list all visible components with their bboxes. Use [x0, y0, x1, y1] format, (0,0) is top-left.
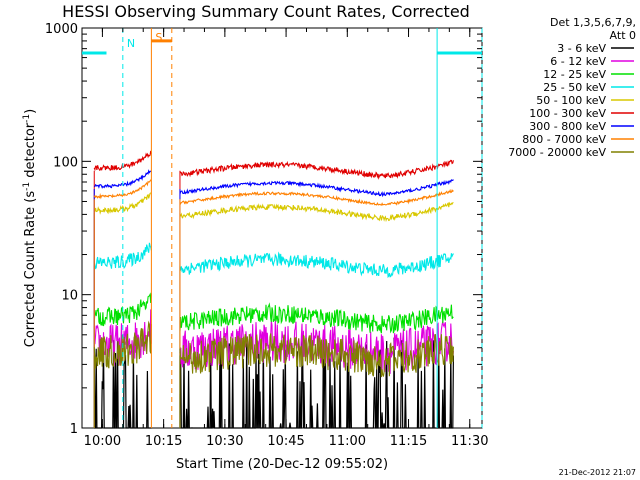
x-tick-label: 10:45: [267, 434, 304, 449]
y-axis-label-main: Corrected Count Rate (s: [23, 191, 38, 348]
legend-label: 7000 - 20000 keV: [508, 146, 606, 159]
legend-header-line2: Att 0: [610, 29, 636, 42]
x-tick-label: 10:30: [206, 434, 243, 449]
legend-label: 800 - 7000 keV: [522, 133, 606, 146]
chart-title: HESSI Observing Summary Count Rates, Cor…: [62, 2, 470, 21]
series-line: [93, 179, 152, 200]
x-tick-label: 11:00: [329, 434, 366, 449]
x-tick-label: 11:30: [451, 434, 488, 449]
series-line: [179, 333, 454, 378]
x-tick-label: 10:15: [145, 434, 182, 449]
legend-label: 12 - 25 keV: [543, 68, 606, 81]
legend-label: 50 - 100 keV: [536, 94, 606, 107]
tick-layer: 1 10 100 1000 10:00 10:15 10:30 10:45 11:00 11:15…: [45, 22, 489, 449]
legend-header-line1: Det 1,3,5,6,7,9,: [550, 16, 636, 29]
series-line: [93, 242, 152, 270]
series-line: [93, 192, 152, 215]
marker-label: S: [155, 31, 162, 44]
series-line: [179, 188, 454, 206]
y-axis-label: Corrected Count Rate (s-1 detector-1): [22, 109, 38, 347]
y-tick-label: 10: [61, 289, 78, 304]
footer-timestamp: 21-Dec-2012 21:07: [559, 468, 636, 477]
y-axis-label-sup1: -1: [22, 182, 32, 191]
x-axis-label: Start Time (20-Dec-12 09:55:02): [176, 457, 388, 472]
legend-label: 100 - 300 keV: [529, 107, 606, 120]
series-line: [179, 302, 454, 334]
legend-label: 3 - 6 keV: [557, 42, 606, 55]
y-tick-label: 1000: [45, 22, 78, 37]
y-tick-label: 1: [70, 422, 78, 437]
series-line: [180, 320, 454, 374]
legend-label: 25 - 50 keV: [543, 81, 606, 94]
y-tick-label: 100: [53, 155, 78, 170]
series-line: [179, 179, 454, 198]
legend-label: 300 - 800 keV: [529, 120, 606, 133]
series-line: [179, 201, 454, 223]
x-tick-label: 11:15: [390, 434, 427, 449]
series-line: [179, 159, 454, 180]
marker-label: N: [127, 37, 135, 50]
plot-frame: [81, 27, 483, 429]
y-axis-label-mid: detector: [23, 122, 38, 182]
y-axis-label-end: ): [23, 109, 38, 114]
data-layer: [82, 39, 482, 429]
x-tick-label: 10:00: [84, 434, 121, 449]
series-line: [179, 251, 454, 279]
series-line: [179, 336, 454, 429]
y-axis-label-sup2: -1: [22, 114, 32, 123]
legend-label: 6 - 12 keV: [550, 55, 606, 68]
